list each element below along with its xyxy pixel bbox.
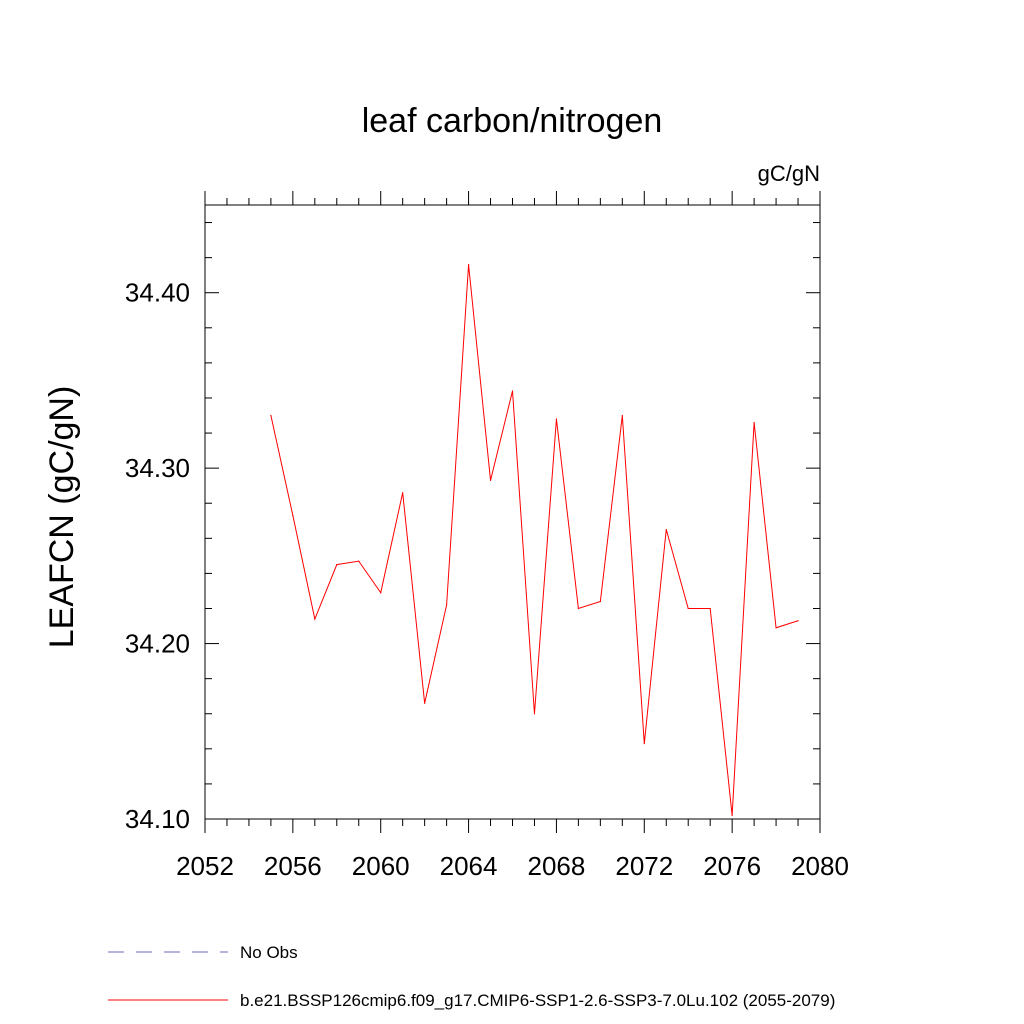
data-point xyxy=(380,592,382,594)
x-tick-label: 2052 xyxy=(176,851,234,881)
data-point xyxy=(446,604,448,606)
series-line xyxy=(270,264,799,816)
legend: No Obs b.e21.BSSP126cmip6.f09_g17.CMIP6-S… xyxy=(108,943,835,1010)
data-point xyxy=(270,414,272,417)
data-point xyxy=(555,418,558,420)
x-tick-label: 2064 xyxy=(440,851,498,881)
data-point xyxy=(577,607,579,610)
x-tick-label: 2080 xyxy=(791,851,849,881)
x-tick-label: 2076 xyxy=(703,851,761,881)
data-point xyxy=(731,814,733,817)
chart-title: leaf carbon/nitrogen xyxy=(362,102,663,140)
data-point xyxy=(687,607,689,610)
data-point xyxy=(511,390,514,392)
data-point xyxy=(753,421,755,424)
data-point xyxy=(489,479,492,482)
data-point xyxy=(643,742,645,745)
y-tick-label: 34.40 xyxy=(125,278,190,308)
plot-area xyxy=(270,264,799,817)
data-point xyxy=(402,492,404,494)
data-point xyxy=(775,627,777,629)
y-tick-label: 34.20 xyxy=(125,629,190,659)
data-point xyxy=(358,560,360,562)
legend-label: b.e21.BSSP126cmip6.f09_g17.CMIP6-SSP1-2.… xyxy=(240,991,835,1010)
plot-frame xyxy=(204,204,821,820)
data-point xyxy=(709,607,711,610)
y-tick-label: 34.30 xyxy=(125,453,190,483)
data-point xyxy=(533,713,536,715)
x-tick-label: 2068 xyxy=(528,851,586,881)
x-tick-label: 2072 xyxy=(615,851,673,881)
data-point xyxy=(665,528,667,531)
axis-ticks: 2052 2056 2060 2064 2068 2072 2076 2080 34.10 34.… xyxy=(125,191,849,881)
data-point xyxy=(424,702,426,704)
data-point xyxy=(336,564,338,566)
data-point xyxy=(621,414,623,417)
y-axis-label: LEAFCN (gC/gN) xyxy=(43,386,81,649)
legend-label: No Obs xyxy=(240,943,298,962)
data-point xyxy=(314,618,316,620)
x-tick-label: 2056 xyxy=(264,851,322,881)
data-point xyxy=(599,600,601,603)
data-point xyxy=(797,620,799,622)
data-point xyxy=(292,514,294,517)
x-tick-label: 2060 xyxy=(352,851,410,881)
units-label: gC/gN xyxy=(758,161,820,186)
y-tick-label: 34.10 xyxy=(125,804,190,834)
data-point xyxy=(467,264,470,266)
